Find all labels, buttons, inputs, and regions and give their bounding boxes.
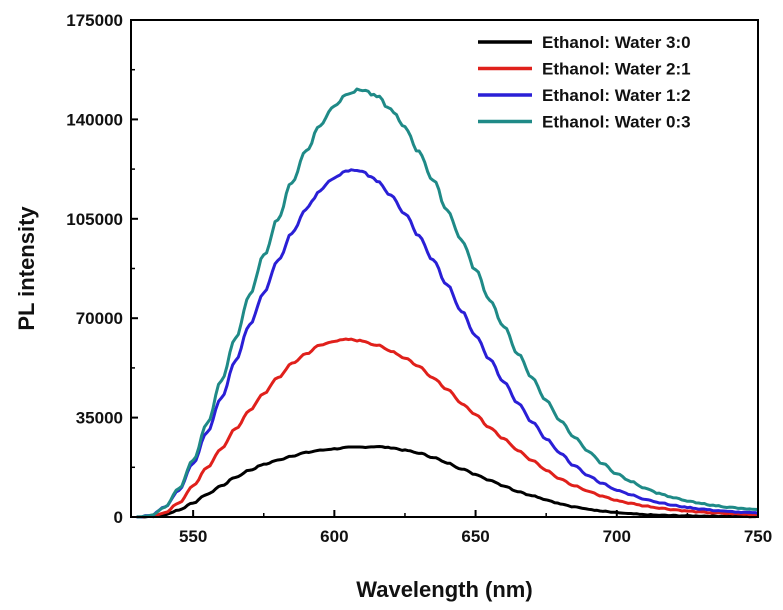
y-tick-label: 35000 xyxy=(76,409,123,428)
y-tick-label: 175000 xyxy=(66,11,123,30)
x-tick-label: 750 xyxy=(744,527,772,546)
series-line-4 xyxy=(136,87,759,519)
y-axis-title: PL intensity xyxy=(14,206,39,331)
legend: Ethanol: Water 3:0 Ethanol: Water 2:1 Etha… xyxy=(478,33,691,132)
y-axis-ticks: 0 35000 70000 105000 140000 175000 xyxy=(66,11,138,527)
legend-label: Ethanol: Water 0:3 xyxy=(542,113,691,132)
x-axis-ticks: 550 600 650 700 750 xyxy=(179,510,772,546)
y-tick-label: 70000 xyxy=(76,309,123,328)
y-tick-label: 105000 xyxy=(66,210,123,229)
legend-label: Ethanol: Water 1:2 xyxy=(542,86,691,105)
x-tick-label: 650 xyxy=(461,527,489,546)
legend-label: Ethanol: Water 3:0 xyxy=(542,33,691,52)
x-tick-label: 600 xyxy=(320,527,348,546)
y-tick-label: 140000 xyxy=(66,110,123,129)
x-tick-label: 700 xyxy=(603,527,631,546)
legend-label: Ethanol: Water 2:1 xyxy=(542,60,691,79)
x-tick-label: 550 xyxy=(179,527,207,546)
series-line-2 xyxy=(136,337,759,519)
y-tick-label: 0 xyxy=(114,508,123,527)
series-line-1 xyxy=(136,445,759,519)
x-axis-title: Wavelength (nm) xyxy=(356,577,532,602)
series-line-3 xyxy=(136,168,759,519)
series-layer xyxy=(136,87,759,519)
